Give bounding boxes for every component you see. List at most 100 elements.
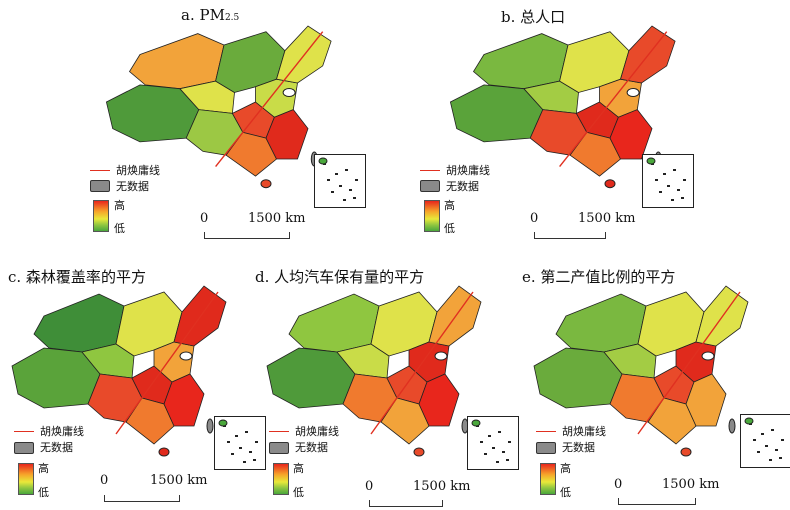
bohai-sea [282,88,296,97]
color-ramp-legend [93,200,109,232]
color-ramp-legend [540,463,556,495]
color-ramp-legend [273,463,289,495]
color-ramp-legend [424,200,440,232]
panel-title-c: c. 森林覆盖率的平方 [8,266,146,287]
hainan-region [260,179,272,189]
province-region [265,109,309,160]
nodata-legend-swatch [14,442,34,454]
south-china-sea-inset [214,416,266,470]
island-mark [779,457,782,459]
island-mark [781,439,784,441]
island-mark [757,451,760,453]
scale-zero-label: 0 [200,211,209,226]
hu-huanyong-line [215,31,324,168]
island-mark [663,173,666,175]
island-mark [339,185,342,187]
huline-legend-swatch [420,170,440,171]
ramp-low-label: 低 [293,486,304,499]
island-mark [659,191,662,193]
nodata-legend-swatch [269,442,289,454]
inset-hainan [471,419,481,427]
huline-legend-swatch [90,170,110,171]
province-region [647,397,697,445]
hainan-region [413,447,425,457]
province-region [33,293,125,353]
ramp-high-label: 高 [293,462,304,475]
hainan-region [158,447,170,457]
ramp-low-label: 低 [114,222,125,235]
huline-legend-label: 胡焕庸线 [446,164,490,177]
scale-distance-label: 1500 km [662,477,720,492]
island-mark [480,441,483,443]
taiwan-nodata-region [206,418,214,434]
nodata-legend-label: 无数据 [40,441,73,454]
island-mark [498,431,501,433]
huline-legend-label: 胡焕庸线 [295,425,339,438]
nodata-legend-label: 无数据 [116,180,149,193]
province-region [163,373,205,427]
inset-islands [646,157,686,201]
island-mark [667,185,670,187]
scale-zero-label: 0 [530,211,539,226]
province-region [603,343,657,379]
map-regions [105,25,332,189]
ramp-high-label: 高 [560,462,571,475]
island-mark [327,179,330,181]
panel-title-d: d. 人均汽车保有量的平方 [255,266,424,287]
scale-bar [104,495,180,502]
ramp-high-label: 高 [444,199,455,212]
island-mark [245,431,248,433]
province-region [288,293,380,353]
panel-title-a: a. PM2.5 [181,6,239,24]
inset-hainan [646,157,656,165]
nodata-legend-swatch [90,180,110,192]
hainan-region [680,447,692,457]
hainan-region [604,179,616,189]
island-mark [775,449,778,451]
island-mark [761,433,764,435]
title-prefix: d. 人均汽车保有量的平方 [255,268,425,286]
nodata-legend-swatch [536,442,556,454]
inset-hainan [744,417,754,425]
scale-bar [369,500,443,507]
ramp-high-label: 高 [38,462,49,475]
title-prefix: e. 第二产值比例的平方 [522,268,676,286]
province-region [523,80,579,114]
scale-zero-label: 0 [100,473,109,488]
title-prefix: a. PM [181,6,225,24]
map-regions [533,285,749,457]
province-region [685,373,727,427]
nodata-legend-label: 无数据 [562,441,595,454]
island-mark [243,461,246,463]
panel-title-b: b. 总人口 [501,6,565,27]
island-mark [484,453,487,455]
island-mark [769,459,772,461]
island-mark [681,197,684,199]
province-region [569,131,622,177]
china-map-b [449,25,676,189]
scale-distance-label: 1500 km [578,211,636,226]
island-mark [677,189,680,191]
panel-c: c. 森林覆盖率的平方 胡焕庸线 无数据 高 低 0 1500 km [0,266,270,510]
ramp-high-label: 高 [114,199,125,212]
province-region [179,80,235,114]
map-regions [11,285,227,457]
island-mark [235,435,238,437]
province-region [81,343,135,379]
panel-e: e. 第二产值比例的平方 胡焕庸线 无数据 高 低 0 1500 km [522,266,790,510]
island-mark [488,435,491,437]
huline-legend-swatch [269,431,289,432]
island-mark [508,441,511,443]
scale-distance-label: 1500 km [150,473,208,488]
province-region [125,397,175,445]
island-mark [349,189,352,191]
province-region [225,131,278,177]
island-mark [655,179,658,181]
island-mark [506,459,509,461]
panel-title-e: e. 第二产值比例的平方 [522,266,675,287]
island-mark [671,199,674,201]
title-prefix: b. 总人口 [501,8,566,26]
inset-hainan [318,157,328,165]
inset-hainan [218,419,228,427]
ramp-low-label: 低 [38,486,49,499]
